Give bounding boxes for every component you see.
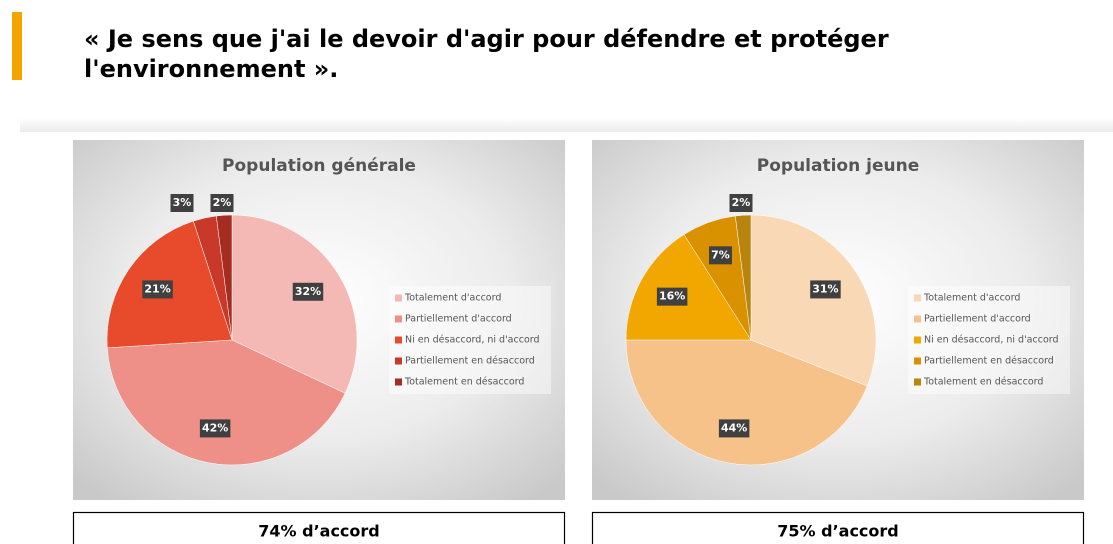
- legend-swatch: [914, 357, 921, 365]
- pie-slice: [625, 234, 752, 341]
- data-label: 44%: [718, 419, 750, 438]
- legend-box: [389, 286, 551, 394]
- data-label: 7%: [709, 246, 733, 265]
- data-label-text: 3%: [173, 196, 192, 209]
- caption-box: [591, 511, 1085, 544]
- caption: 74% d’accord: [258, 522, 380, 541]
- data-label-box: [292, 282, 324, 301]
- legend-swatch: [395, 315, 402, 323]
- chart-title: Population jeune: [757, 156, 919, 176]
- data-label: 31%: [810, 280, 841, 299]
- legend-label: Partiellement en désaccord: [924, 356, 1054, 367]
- legend-label: Totalement en désaccord: [404, 377, 524, 388]
- title-line: l'environnement ».: [84, 55, 338, 83]
- legend-box: [908, 286, 1070, 394]
- pie-slice: [216, 214, 233, 341]
- legend-label: Partiellement d'accord: [924, 314, 1031, 325]
- pie-slice: [106, 339, 346, 466]
- accent-bar: [12, 12, 22, 80]
- legend-swatch: [395, 294, 402, 302]
- data-label-box: [142, 280, 173, 299]
- data-label-box: [656, 287, 688, 306]
- data-label-text: 31%: [812, 282, 838, 295]
- legend-swatch: [914, 294, 921, 302]
- separator: [20, 118, 1113, 132]
- data-label-box: [199, 419, 231, 438]
- chart-title: Population générale: [222, 156, 416, 176]
- data-label-text: 2%: [213, 196, 232, 209]
- caption-box: [72, 511, 566, 544]
- legend-swatch: [914, 378, 921, 386]
- legend-label: Totalement d'accord: [923, 293, 1020, 304]
- title-line: « Je sens que j'ai le devoir d'agir pour…: [84, 25, 889, 53]
- pie-slice: [735, 214, 752, 341]
- data-label-box: [170, 194, 194, 212]
- data-label-box: [810, 280, 841, 299]
- data-label: 42%: [199, 419, 231, 438]
- legend-label: Partiellement en désaccord: [405, 356, 535, 367]
- legend-label: Totalement d'accord: [404, 293, 501, 304]
- data-label: 16%: [656, 287, 688, 306]
- legend-swatch: [395, 336, 402, 344]
- legend-swatch: [914, 315, 921, 323]
- pie-slice: [625, 339, 868, 466]
- caption: 75% d’accord: [777, 522, 899, 541]
- data-label-text: 2%: [732, 196, 751, 209]
- data-label-box: [729, 194, 753, 212]
- legend-swatch: [914, 336, 921, 344]
- data-label-text: 44%: [721, 421, 747, 434]
- data-label-text: 42%: [202, 421, 228, 434]
- data-label: 21%: [142, 280, 173, 299]
- data-label: 3%: [170, 194, 194, 212]
- data-label-text: 21%: [144, 282, 170, 295]
- data-label-box: [718, 419, 750, 438]
- pie-slice: [231, 214, 358, 394]
- legend-swatch: [395, 357, 402, 365]
- data-label-text: 16%: [659, 290, 685, 303]
- legend-label: Totalement en désaccord: [923, 377, 1043, 388]
- data-label-box: [210, 194, 234, 212]
- data-label: 2%: [210, 194, 234, 212]
- data-label-text: 7%: [711, 248, 730, 261]
- data-label: 2%: [729, 194, 753, 212]
- legend-label: Ni en désaccord, ni d'accord: [405, 335, 540, 346]
- data-label-box: [709, 246, 733, 265]
- legend-label: Ni en désaccord, ni d'accord: [924, 335, 1059, 346]
- data-label-text: 32%: [295, 285, 321, 298]
- legend-swatch: [395, 378, 402, 386]
- pie-slice: [750, 214, 877, 387]
- legend-label: Partiellement d'accord: [405, 314, 512, 325]
- data-label: 32%: [292, 282, 324, 301]
